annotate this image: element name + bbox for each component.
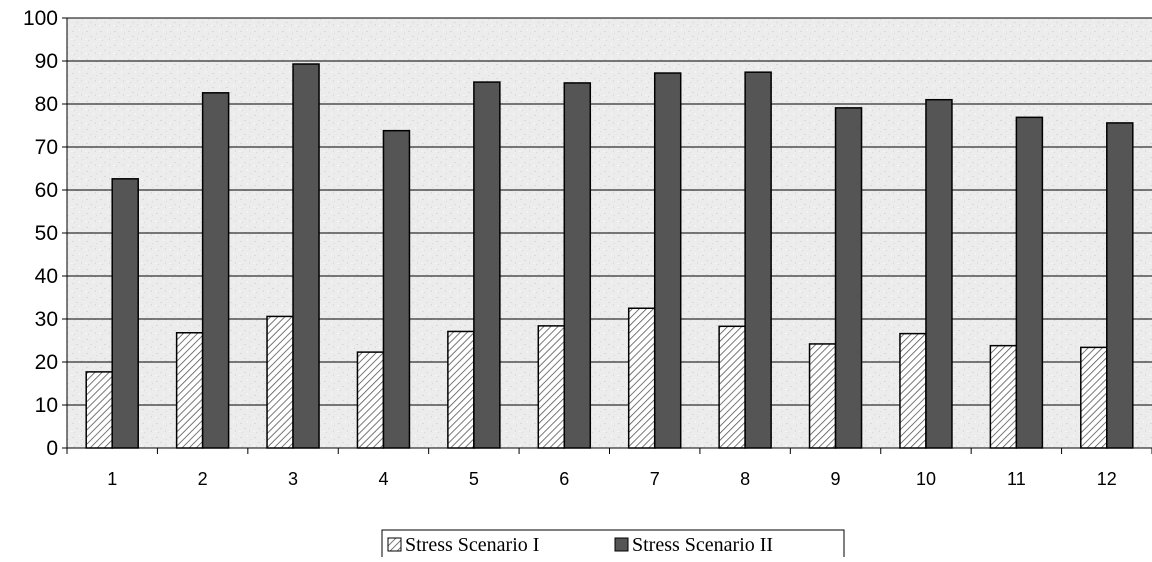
bar-scenario-2-3: [292, 63, 320, 449]
x-tick-label-6: 6: [559, 469, 569, 489]
bar-scenario-1-3: [266, 315, 294, 449]
bar-scenario-2-11: [1015, 116, 1044, 449]
x-tick-label-1: 1: [107, 469, 117, 489]
y-tick-label-70: 70: [35, 136, 58, 159]
y-tick-label-30: 30: [35, 308, 58, 331]
bar-scenario-1-11: [989, 344, 1018, 449]
bar-scenario-2-1: [111, 178, 139, 449]
y-tick-label-100: 100: [23, 7, 58, 30]
bar-scenario-1-5: [447, 330, 475, 449]
x-tick-label-7: 7: [650, 469, 660, 489]
bar-scenario-2-9: [834, 107, 863, 449]
y-tick-label-60: 60: [35, 179, 58, 202]
bar-scenario-1-10: [899, 332, 927, 449]
x-tick-label-4: 4: [378, 469, 388, 489]
bar-scenario-2-12: [1106, 122, 1134, 449]
bar-scenario-1-9: [808, 343, 837, 449]
bar-scenario-1-1: [85, 371, 113, 449]
legend: Stress Scenario I Stress Scenario II: [381, 529, 845, 559]
x-tick-label-5: 5: [469, 469, 479, 489]
bar-scenario-2-7: [653, 72, 682, 449]
y-tick-label-10: 10: [35, 394, 58, 417]
x-tick-label-2: 2: [198, 469, 208, 489]
x-tick-label-9: 9: [831, 469, 841, 489]
bar-scenario-2-5: [473, 81, 501, 449]
legend-swatch-scenario-1: [387, 537, 402, 552]
bar-scenario-1-7: [627, 307, 656, 449]
legend-box: [381, 529, 845, 559]
bar-scenario-1-8: [718, 325, 746, 449]
bar-scenario-2-2: [201, 92, 230, 449]
bar-scenario-1-6: [537, 325, 566, 449]
x-tick-label-8: 8: [740, 469, 750, 489]
bar-scenario-2-6: [563, 82, 592, 449]
x-tick-label-12: 12: [1097, 469, 1117, 489]
legend-swatch-scenario-2: [614, 537, 629, 552]
bar-scenario-2-8: [744, 71, 772, 449]
y-tick-label-0: 0: [46, 437, 58, 460]
y-tick-label-20: 20: [35, 351, 58, 374]
y-tick-label-40: 40: [35, 265, 58, 288]
bar-scenario-1-2: [175, 332, 204, 449]
bar-scenario-1-12: [1080, 346, 1108, 449]
bar-scenario-1-4: [356, 351, 385, 449]
legend-label-scenario-1: Stress Scenario I: [405, 534, 539, 556]
x-tick-label-3: 3: [288, 469, 298, 489]
x-tick-label-11: 11: [1007, 469, 1026, 489]
bar-scenario-2-4: [382, 129, 411, 449]
y-tick-label-50: 50: [35, 222, 58, 245]
x-tick-label-10: 10: [916, 469, 936, 489]
y-tick-label-90: 90: [35, 50, 58, 73]
bar-scenario-2-10: [925, 98, 953, 449]
legend-label-scenario-2: Stress Scenario II: [632, 534, 773, 556]
y-tick-label-80: 80: [35, 93, 58, 116]
